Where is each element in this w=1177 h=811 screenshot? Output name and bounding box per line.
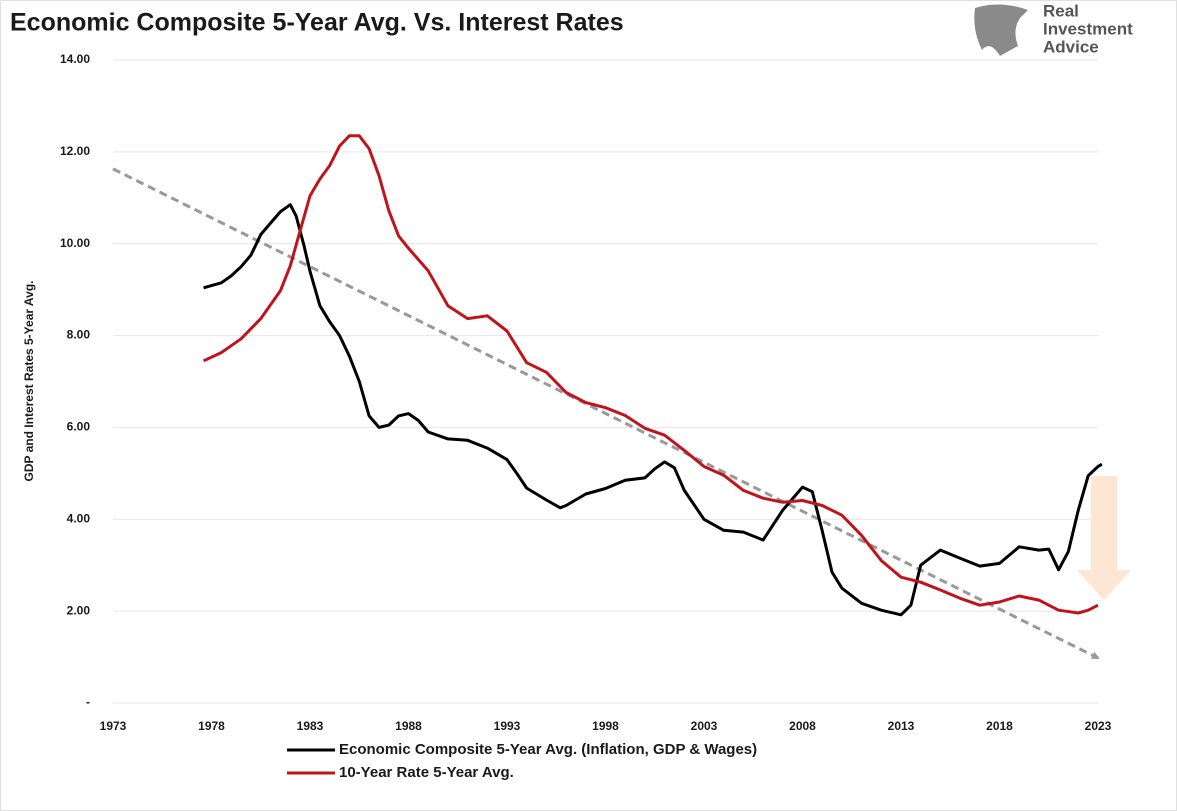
legend-label: 10-Year Rate 5-Year Avg.	[339, 764, 514, 781]
y-tick-label: 6.00	[67, 420, 91, 434]
y-tick-label: 2.00	[67, 603, 91, 617]
y-tick-label: 4.00	[67, 511, 91, 525]
logo-text: Real	[1043, 1, 1079, 20]
logo-text: Advice	[1043, 37, 1099, 56]
x-tick-label: 2008	[789, 719, 816, 733]
series-line	[202, 134, 1099, 615]
y-tick-label: 10.00	[60, 236, 90, 250]
logo-text: Investment	[1043, 19, 1133, 38]
series-line	[203, 203, 1103, 617]
trend-line	[112, 167, 1100, 660]
y-tick-label: 12.00	[60, 144, 90, 158]
x-tick-label: 1998	[592, 719, 619, 733]
chart-title: Economic Composite 5-Year Avg. Vs. Inter…	[10, 9, 624, 37]
x-tick-label: 2023	[1085, 719, 1112, 733]
decor-arrow	[1077, 476, 1131, 600]
y-tick-label: -	[86, 695, 90, 709]
legend-label: Economic Composite 5-Year Avg. (Inflatio…	[339, 741, 757, 758]
y-tick-label: 14.00	[60, 52, 90, 66]
down-arrow	[1077, 476, 1131, 600]
x-tick-label: 1973	[100, 719, 127, 733]
logo-icon	[974, 4, 1028, 57]
x-tick-label: 1978	[198, 719, 225, 733]
x-tick-label: 2018	[986, 719, 1013, 733]
logo: Real Investment Advice	[974, 1, 1133, 56]
y-tick-label: 8.00	[67, 328, 91, 342]
x-tick-label: 1993	[494, 719, 521, 733]
x-tick-label: 2003	[691, 719, 718, 733]
x-tick-label: 1988	[395, 719, 422, 733]
x-tick-label: 2013	[888, 719, 915, 733]
x-tick-label: 1983	[297, 719, 324, 733]
y-axis-label: GDP and Interest Rates 5-Year Avg.	[22, 281, 36, 482]
